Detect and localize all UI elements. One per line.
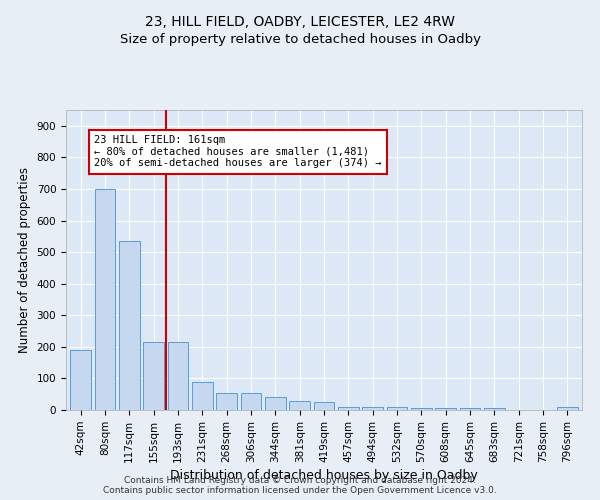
Y-axis label: Number of detached properties: Number of detached properties	[18, 167, 31, 353]
Bar	[411, 408, 432, 410]
Bar	[484, 408, 505, 410]
Bar	[314, 402, 334, 410]
Text: 23 HILL FIELD: 161sqm
← 80% of detached houses are smaller (1,481)
20% of semi-d: 23 HILL FIELD: 161sqm ← 80% of detached …	[94, 136, 382, 168]
Bar	[143, 342, 164, 410]
Bar	[119, 241, 140, 410]
Bar	[192, 382, 212, 410]
Bar	[557, 408, 578, 410]
Bar	[362, 408, 383, 410]
Bar	[338, 408, 359, 410]
Text: 23, HILL FIELD, OADBY, LEICESTER, LE2 4RW: 23, HILL FIELD, OADBY, LEICESTER, LE2 4R…	[145, 15, 455, 29]
Text: Size of property relative to detached houses in Oadby: Size of property relative to detached ho…	[119, 32, 481, 46]
Bar	[460, 408, 481, 410]
Bar	[216, 392, 237, 410]
Bar	[241, 392, 262, 410]
Bar	[167, 342, 188, 410]
Bar	[436, 408, 456, 410]
Bar	[95, 189, 115, 410]
Text: Contains HM Land Registry data © Crown copyright and database right 2024.
Contai: Contains HM Land Registry data © Crown c…	[103, 476, 497, 495]
X-axis label: Distribution of detached houses by size in Oadby: Distribution of detached houses by size …	[170, 469, 478, 482]
Bar	[70, 350, 91, 410]
Bar	[265, 398, 286, 410]
Bar	[386, 408, 407, 410]
Bar	[289, 400, 310, 410]
